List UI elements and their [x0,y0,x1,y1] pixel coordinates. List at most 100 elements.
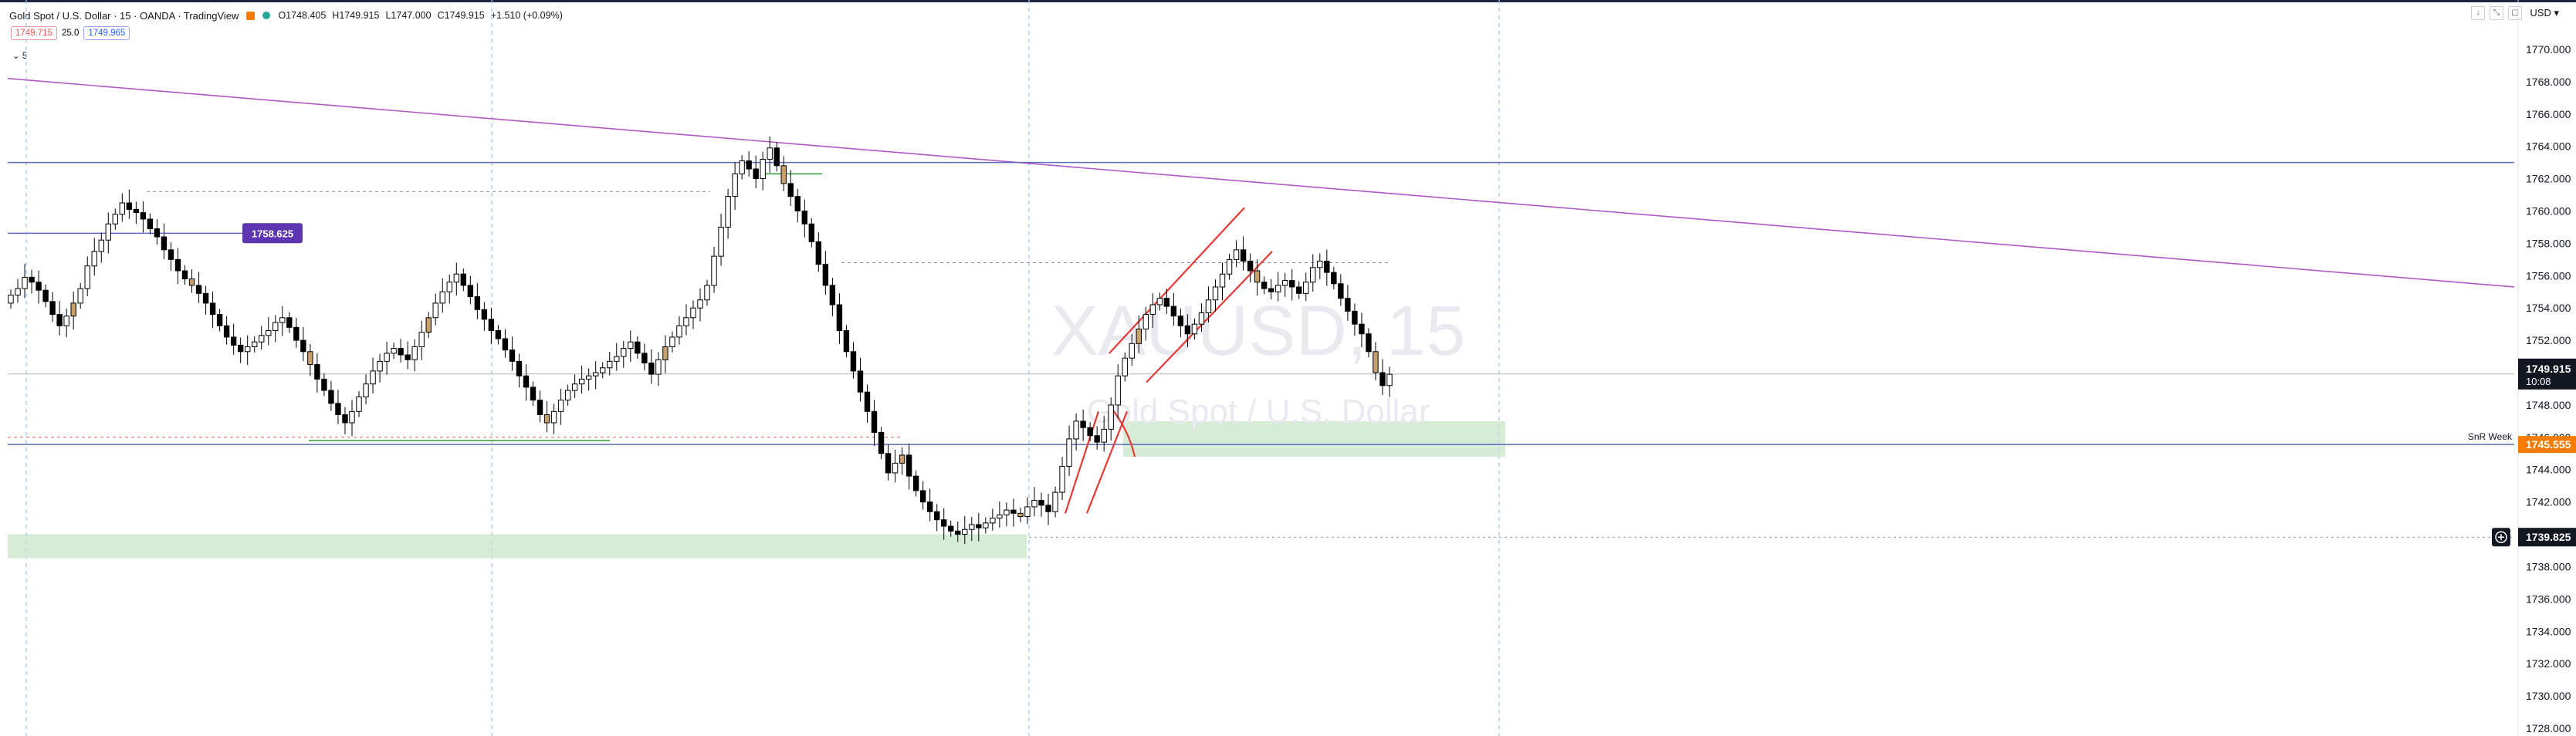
candle-body [1261,282,1268,289]
market-open-icon [262,12,271,19]
candle [15,279,21,303]
add-alert-icon[interactable] [2492,528,2510,547]
candle [1122,352,1128,382]
candle-body [342,414,348,424]
candle-body [829,285,836,306]
candle-body [49,301,56,316]
candle [1115,364,1121,419]
candle-body [161,236,168,251]
candle [614,343,620,371]
candle [391,343,397,360]
candle-body [905,454,912,477]
candle [997,501,1003,528]
candle [919,481,926,510]
candle-body [22,276,28,289]
candle-body [84,265,90,289]
low-value: L1747.000 [385,10,432,21]
replay-icon[interactable] [246,11,256,20]
candle-body [363,383,369,397]
candle [578,366,585,394]
y-tick-label: 1766.000 [2526,108,2571,120]
candle [377,353,383,383]
candle [63,308,69,338]
candle-body [794,196,801,211]
candle-body [822,264,829,286]
candle-body [314,364,320,380]
indicator-toggle[interactable]: ⌄ 5 [12,50,27,61]
candle [230,323,237,355]
candle [635,336,641,360]
close-value: C1749.915 [437,10,485,21]
candle [933,504,940,532]
candle [1101,415,1107,452]
candle-body [1233,249,1240,260]
candle-body [1122,357,1128,376]
watermark-name: Gold Spot / U.S. Dollar [1086,393,1430,430]
candle [209,292,216,328]
symbol-title[interactable]: Gold Spot / U.S. Dollar · 15 · OANDA · T… [9,9,239,22]
maximize-icon[interactable]: ▢ [2508,6,2522,20]
candle [56,301,63,336]
candle [293,317,300,348]
candle-body [1163,298,1170,307]
candle [147,213,154,235]
candle [732,162,738,211]
candle-body [864,391,871,412]
candle-body [753,168,759,180]
candle-body [1136,328,1142,344]
candle-body [648,362,655,375]
candle [49,292,56,322]
candle [773,142,780,172]
candle [119,193,126,222]
down-arrow-icon[interactable]: ↓ [2471,6,2485,20]
candle-body [133,208,140,214]
snr-zone [1123,420,1505,457]
candle [1170,292,1177,326]
candle [585,368,592,391]
candle-body [1010,509,1017,514]
candle-body [154,228,161,238]
candle-body [446,282,452,292]
candle [787,170,794,206]
candle [1386,366,1393,397]
candle-body [168,249,174,260]
candle-body [933,511,940,521]
candle-body [628,341,634,349]
y-tick-label: 1758.000 [2526,237,2571,249]
chevron-down-icon[interactable]: ⌄ [12,52,22,61]
candle-body [453,273,459,283]
candle-body [621,348,627,357]
candle [962,515,968,544]
currency-selector[interactable]: USD ▾ [2530,7,2559,19]
y-tick-label: 1770.000 [2526,43,2571,56]
candle-body [488,319,495,332]
trend-line [7,77,2515,288]
candle [154,219,161,245]
candle-body [29,276,35,283]
candle [829,278,836,316]
candle-body [1031,500,1038,508]
collapse-icon[interactable]: ⤡ [2490,6,2503,20]
candle [516,353,523,388]
candle-body [767,147,773,160]
candle [223,316,230,345]
candle-body [439,291,445,304]
sell-button[interactable]: 1749.715 [11,26,57,40]
candle-body [1052,491,1058,512]
candle-body [1149,304,1156,316]
price-badge-label: 1758.625 [252,228,293,239]
buy-button[interactable]: 1749.965 [83,26,130,40]
candle-body [356,396,362,412]
candle-body [391,348,397,354]
candle-body [266,330,272,336]
candle [1198,303,1205,333]
candle-body [1268,288,1274,292]
candle-body [976,524,982,528]
candle [1066,425,1072,476]
candle [1149,293,1156,328]
candle [690,300,696,329]
candle [941,508,947,540]
candle-body [216,314,223,326]
candle-body [850,351,857,372]
